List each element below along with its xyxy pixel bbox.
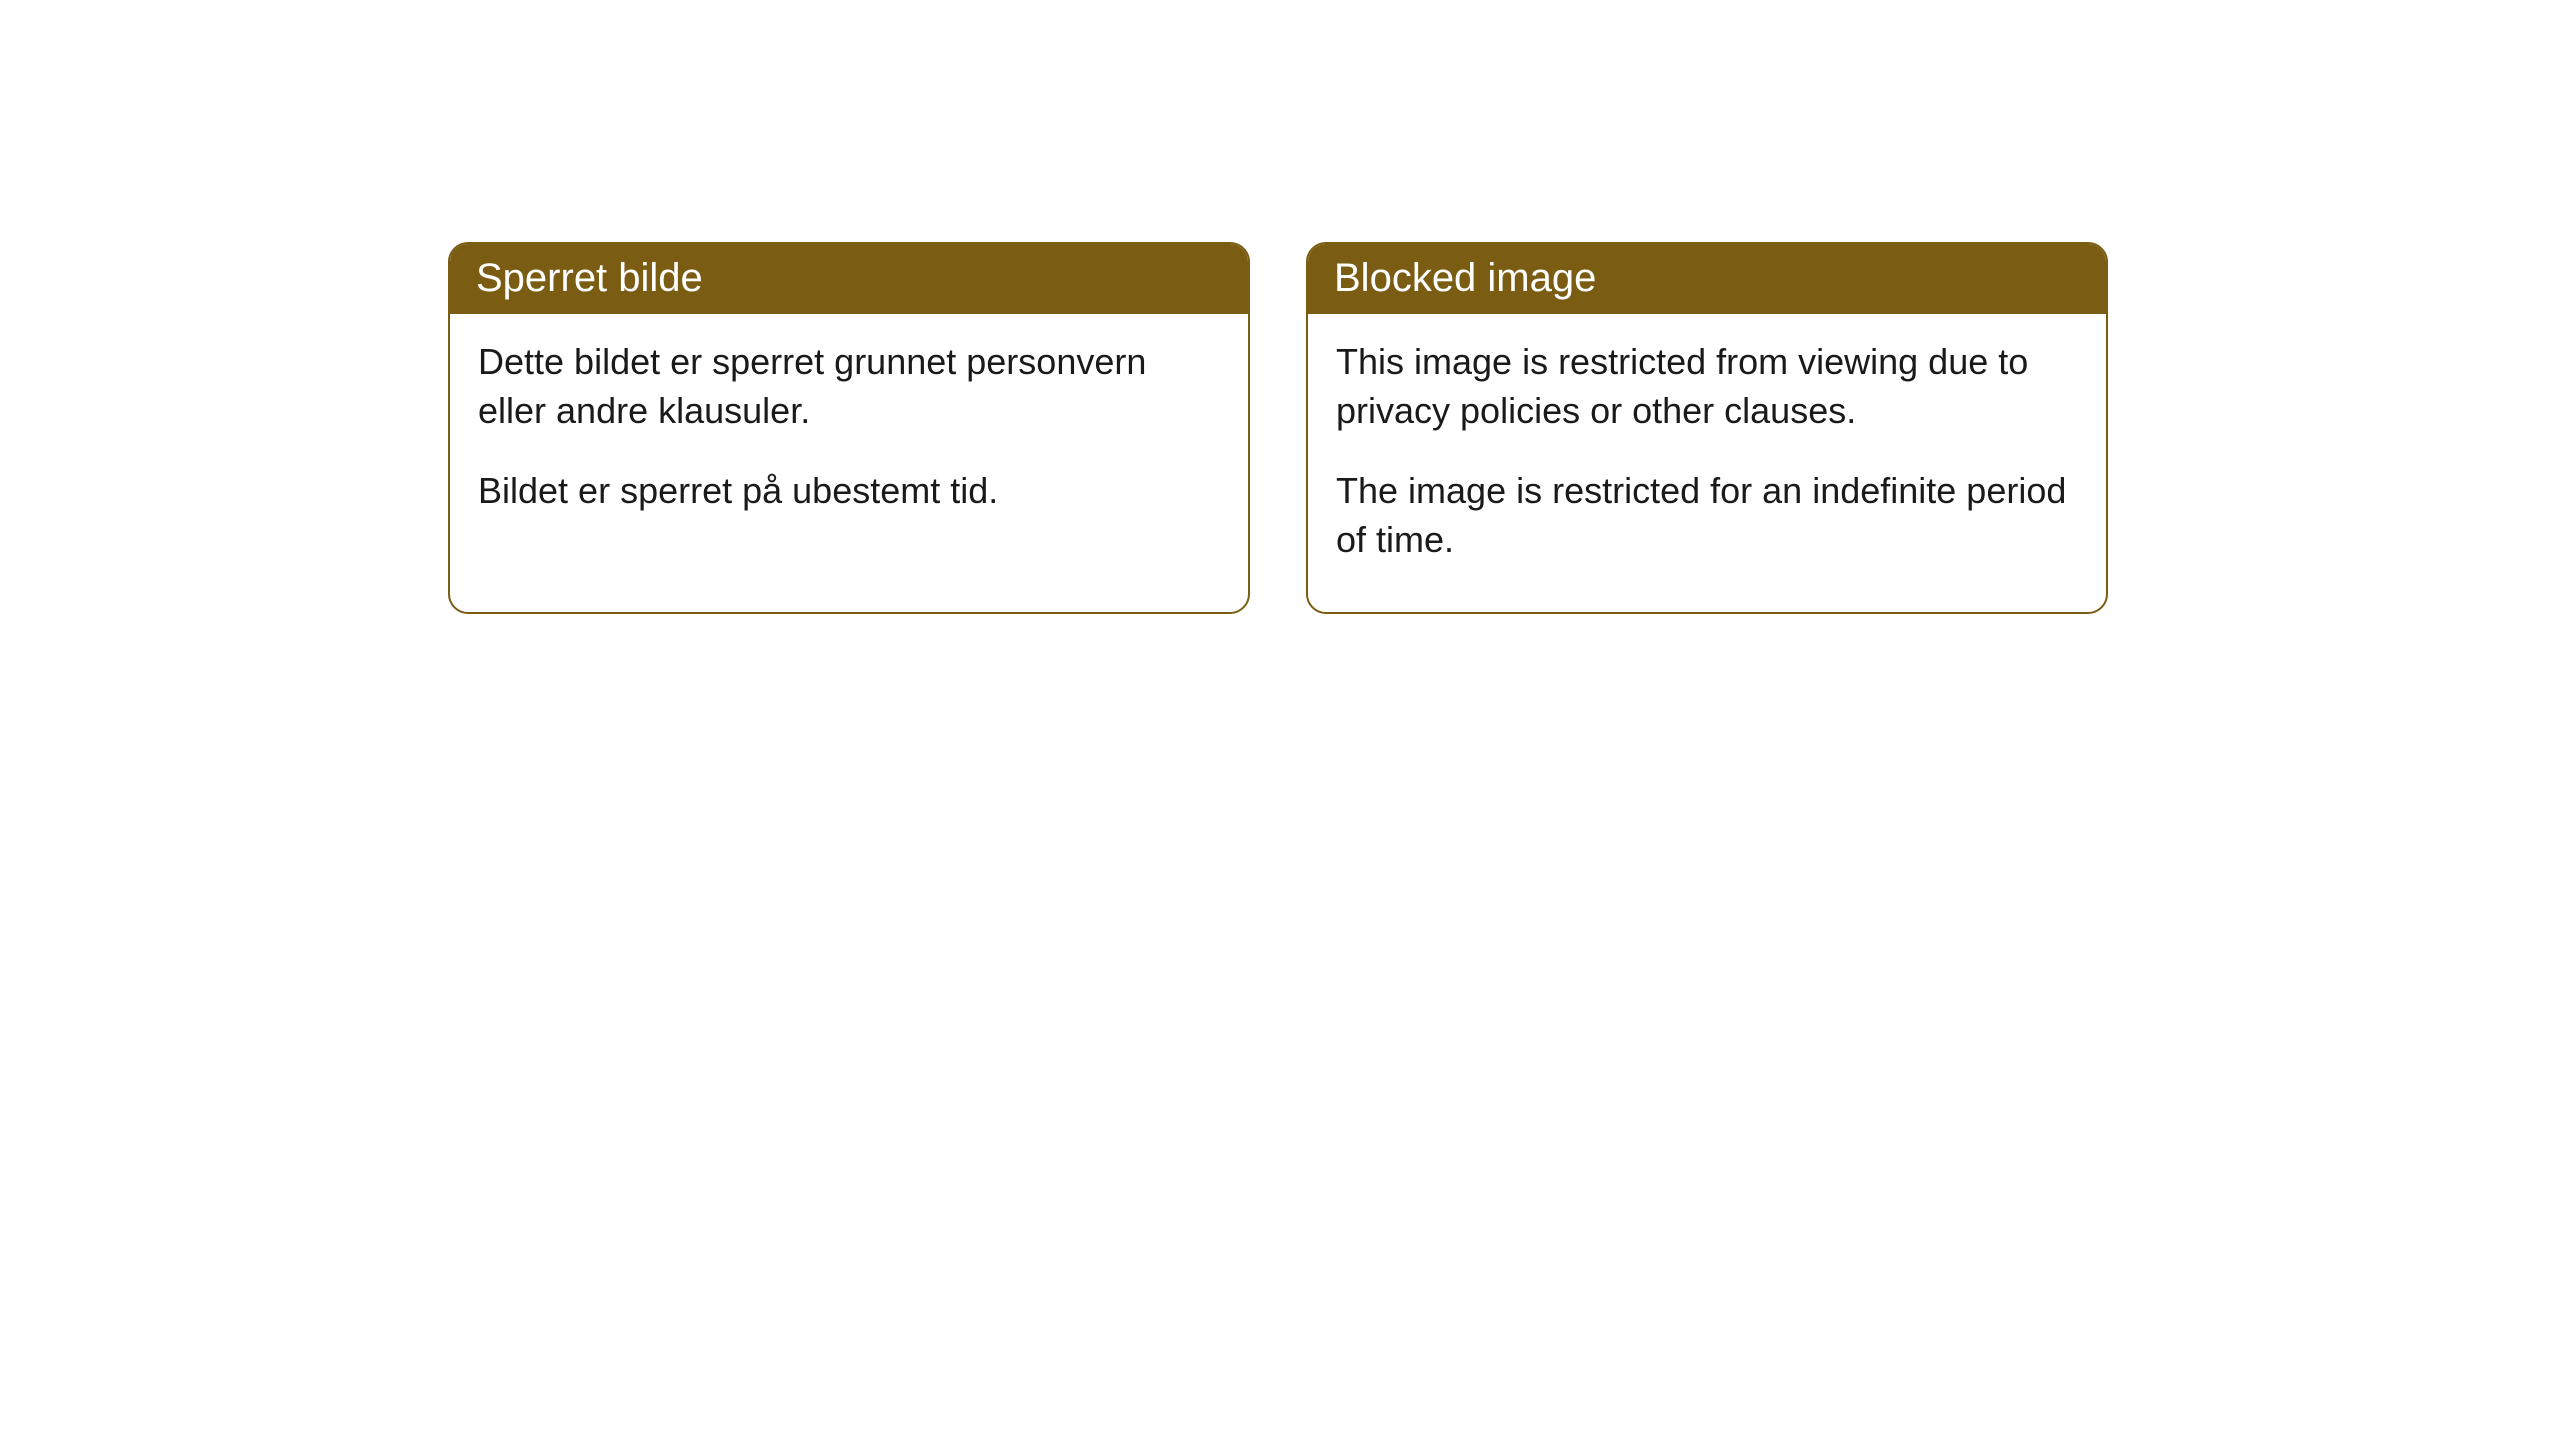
notice-cards-container: Sperret bilde Dette bildet er sperret gr… (448, 242, 2108, 614)
card-paragraph: Dette bildet er sperret grunnet personve… (478, 338, 1220, 435)
card-body: Dette bildet er sperret grunnet personve… (450, 314, 1248, 564)
card-paragraph: Bildet er sperret på ubestemt tid. (478, 467, 1220, 516)
card-body: This image is restricted from viewing du… (1308, 314, 2106, 612)
card-header: Sperret bilde (450, 244, 1248, 314)
card-title: Sperret bilde (476, 256, 703, 300)
card-paragraph: The image is restricted for an indefinit… (1336, 467, 2078, 564)
card-header: Blocked image (1308, 244, 2106, 314)
card-title: Blocked image (1334, 256, 1596, 300)
card-paragraph: This image is restricted from viewing du… (1336, 338, 2078, 435)
notice-card-english: Blocked image This image is restricted f… (1306, 242, 2108, 614)
notice-card-norwegian: Sperret bilde Dette bildet er sperret gr… (448, 242, 1250, 614)
